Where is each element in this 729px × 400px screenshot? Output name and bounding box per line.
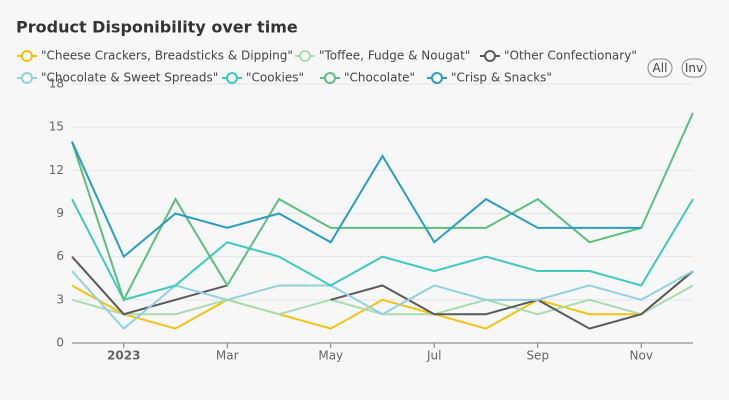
x-tick-label: 2023 — [107, 349, 140, 363]
legend-marker — [21, 50, 33, 62]
y-tick-label: 0 — [56, 336, 64, 350]
x-tick-label: May — [318, 349, 343, 363]
y-tick-label: 18 — [49, 77, 64, 91]
legend-label: "Crisp & Snacks" — [451, 71, 552, 85]
legend-item[interactable]: "Other Confectionary" — [480, 49, 637, 63]
legend-label: "Toffee, Fudge & Nougat" — [319, 49, 470, 63]
series-line — [71, 198, 694, 302]
button[interactable]: All — [647, 58, 673, 78]
legend-item[interactable]: "Cookies" — [222, 71, 304, 85]
legend-item[interactable]: "Crisp & Snacks" — [427, 71, 552, 85]
button-label: Inv — [685, 61, 703, 75]
x-tick-label: Nov — [630, 349, 653, 363]
y-tick-label: 12 — [49, 163, 64, 177]
legend-item[interactable]: "Cheese Crackers, Breadsticks & Dipping" — [17, 49, 293, 63]
legend-marker — [21, 72, 33, 84]
series-line — [71, 141, 642, 259]
legend-label: "Cheese Crackers, Breadsticks & Dipping" — [41, 49, 293, 63]
series-line — [71, 270, 694, 330]
y-tick-label: 15 — [49, 120, 64, 134]
x-tick-label: Sep — [526, 349, 549, 363]
legend-item[interactable]: "Chocolate & Sweet Spreads" — [17, 71, 218, 85]
x-tick-label: Jul — [426, 349, 441, 363]
legend-marker — [226, 72, 238, 84]
legend-marker — [484, 50, 496, 62]
legend-label: "Other Confectionary" — [504, 49, 637, 63]
x-tick-label: Mar — [216, 349, 239, 363]
series-line — [71, 112, 694, 303]
legend-label: "Chocolate & Sweet Spreads" — [41, 71, 218, 85]
chart-title: Product Disponibility over time — [16, 18, 298, 37]
series-line — [71, 255, 694, 330]
legend-marker — [299, 50, 311, 62]
y-tick-label: 9 — [56, 206, 64, 220]
legend-item[interactable]: "Toffee, Fudge & Nougat" — [295, 49, 470, 63]
button-box — [647, 58, 673, 78]
y-tick-label: 6 — [56, 249, 64, 263]
button[interactable]: Inv — [681, 58, 707, 78]
legend-label: "Cookies" — [246, 71, 304, 85]
button-box — [681, 58, 707, 78]
legend-marker — [324, 72, 336, 84]
button-label: All — [653, 61, 668, 75]
legend-label: "Chocolate" — [344, 71, 415, 85]
legend-marker — [431, 72, 443, 84]
legend-item[interactable]: "Chocolate" — [320, 71, 415, 85]
y-tick-label: 3 — [56, 292, 64, 306]
